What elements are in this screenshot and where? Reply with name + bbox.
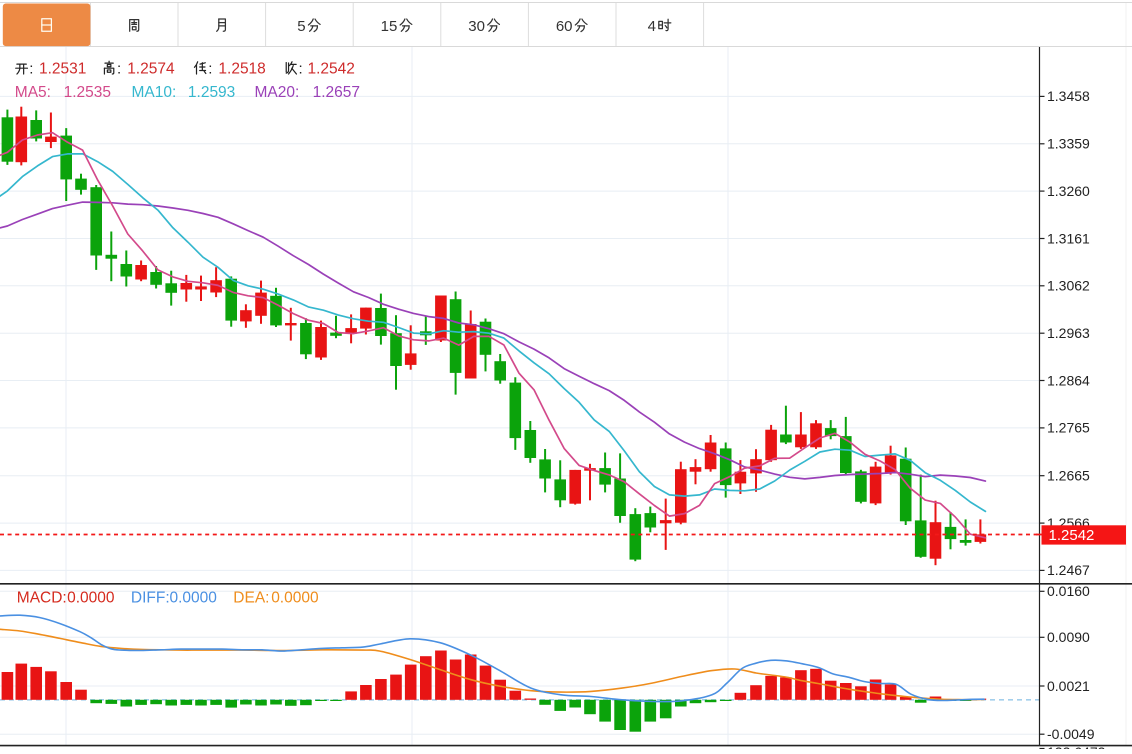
svg-text:1.2535: 1.2535 xyxy=(64,84,111,101)
svg-text:1.2665: 1.2665 xyxy=(1047,468,1090,484)
svg-text:1.2963: 1.2963 xyxy=(1047,325,1090,341)
svg-text:4: 4 xyxy=(648,18,656,35)
svg-text:0.0000: 0.0000 xyxy=(170,590,218,607)
svg-text:0.0000: 0.0000 xyxy=(271,590,319,607)
svg-text:DIFF:: DIFF: xyxy=(131,590,170,607)
svg-text:1.3359: 1.3359 xyxy=(1047,136,1090,152)
svg-text:122.6472: 122.6472 xyxy=(1047,744,1106,749)
svg-text::: : xyxy=(299,61,303,78)
svg-text::: : xyxy=(117,61,121,78)
svg-text:1.2593: 1.2593 xyxy=(188,84,235,101)
svg-text:1.2574: 1.2574 xyxy=(127,61,175,78)
svg-text:MA5:: MA5: xyxy=(15,84,51,101)
svg-text:1.2864: 1.2864 xyxy=(1047,372,1090,388)
svg-text:1.3161: 1.3161 xyxy=(1047,230,1090,246)
svg-text:1.3260: 1.3260 xyxy=(1047,183,1090,199)
svg-text:-0.0049: -0.0049 xyxy=(1047,726,1095,742)
svg-text:DEA:: DEA: xyxy=(233,590,269,607)
svg-text:15: 15 xyxy=(381,18,398,35)
svg-text:1.2657: 1.2657 xyxy=(313,84,360,101)
svg-text:1.2542: 1.2542 xyxy=(1049,527,1095,544)
svg-text::: : xyxy=(29,61,33,78)
svg-text:MA10:: MA10: xyxy=(132,84,177,101)
svg-text:0.0160: 0.0160 xyxy=(1047,583,1090,599)
svg-text:1.3458: 1.3458 xyxy=(1047,88,1090,104)
svg-text:MA20:: MA20: xyxy=(255,84,300,101)
svg-text:30: 30 xyxy=(468,18,485,35)
svg-text:1.2765: 1.2765 xyxy=(1047,420,1090,436)
svg-text:0.0000: 0.0000 xyxy=(67,590,115,607)
svg-text::: : xyxy=(208,61,212,78)
svg-text:0.0090: 0.0090 xyxy=(1047,629,1090,645)
svg-text:60: 60 xyxy=(556,18,573,35)
svg-text:1.2531: 1.2531 xyxy=(39,61,86,78)
svg-text:5: 5 xyxy=(297,18,305,35)
svg-text:1.2467: 1.2467 xyxy=(1047,562,1090,578)
svg-text:1.2542: 1.2542 xyxy=(308,61,355,78)
svg-text:0.0021: 0.0021 xyxy=(1047,678,1090,694)
svg-text:1.3062: 1.3062 xyxy=(1047,278,1090,294)
svg-text:1.2518: 1.2518 xyxy=(218,61,265,78)
svg-text:MACD:: MACD: xyxy=(17,590,67,607)
